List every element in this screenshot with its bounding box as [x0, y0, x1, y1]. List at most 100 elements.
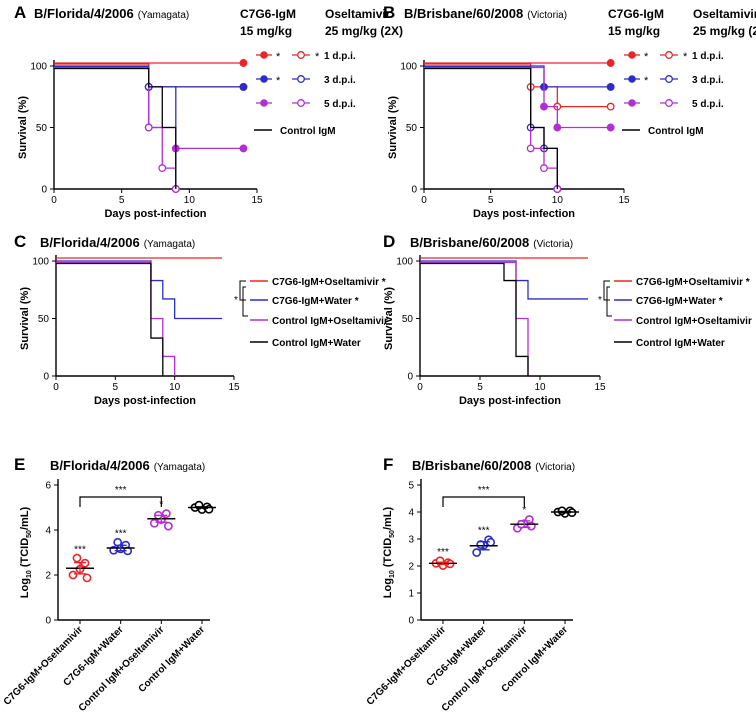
- legend-significance: *: [315, 51, 320, 63]
- legend-significance: *: [644, 75, 649, 87]
- y-label-text: /mL): [19, 506, 31, 530]
- significance-bracket: [442, 496, 525, 507]
- panel-B: B B/Brisbane/60/2008 (Victoria) 0 5 10 15 0 50 10…: [383, 3, 756, 220]
- survival-marker: [526, 144, 535, 153]
- significance-bracket: [606, 286, 612, 317]
- legend-label: C7G6-IgM+Water *: [636, 296, 723, 307]
- significance-mark: ***: [478, 525, 490, 536]
- y-label-text: Log: [19, 578, 31, 598]
- x-tick-label: 10: [169, 382, 181, 393]
- y-axis-label: Survival (%): [387, 96, 399, 159]
- bracket-significance: ***: [115, 485, 127, 496]
- survival-marker: [540, 164, 548, 173]
- panel-letter: E: [14, 455, 25, 474]
- panel-title: B/Florida/4/2006 (Yamagata): [34, 6, 189, 21]
- data-point: [82, 573, 92, 583]
- survival-marker: [144, 123, 153, 132]
- y-label-text: /mL): [382, 506, 394, 530]
- panel-letter: B: [383, 3, 395, 22]
- panel-letter: F: [383, 455, 393, 474]
- significance-mark: ***: [437, 547, 449, 558]
- legend-significance: *: [683, 51, 688, 63]
- legend-header: C7G6-IgM: [240, 7, 296, 21]
- x-tick-label: 0: [53, 382, 59, 393]
- data-point: [472, 548, 482, 557]
- x-tick-label: 15: [618, 195, 630, 206]
- y-label-text: (TCID: [382, 538, 394, 570]
- legend-label: C7G6-IgM+Water *: [272, 296, 359, 307]
- x-tick-label: 15: [594, 382, 606, 393]
- legend-label: 3 d.p.i.: [324, 75, 356, 86]
- x-tick-label: 5: [119, 195, 125, 206]
- legend-marker-filled: [628, 51, 636, 59]
- survival-marker: [606, 123, 615, 132]
- y-label-text: Log: [382, 578, 394, 598]
- y-tick-label: 0: [411, 185, 417, 196]
- panel-letter: A: [14, 3, 26, 22]
- x-axis-label: Days post-infection: [473, 208, 575, 220]
- legend-label: Control IgM+Oseltamivir: [272, 316, 388, 327]
- x-tick-label: 0: [421, 195, 427, 206]
- significance-mark: *: [522, 505, 526, 516]
- legend-marker-open: [665, 51, 673, 59]
- x-tick-label: 10: [552, 195, 564, 206]
- x-axis-label: Days post-infection: [94, 395, 196, 407]
- survival-line: [420, 260, 588, 300]
- survival-line: [420, 261, 529, 376]
- legend-label: 1 d.p.i.: [692, 51, 724, 62]
- legend-label: Control IgM+Oseltamivir: [636, 316, 752, 327]
- y-axis-label: Survival (%): [17, 96, 29, 159]
- y-tick-label: 2: [408, 562, 414, 573]
- survival-line: [56, 260, 223, 320]
- significance-bracket: [79, 496, 162, 507]
- bracket-significance: *: [598, 295, 602, 306]
- y-label-text: (TCID: [19, 538, 31, 570]
- panel-subtitle: (Victoria): [535, 462, 575, 473]
- survival-marker: [606, 59, 615, 67]
- legend-header-sub: 15 mg/kg: [608, 24, 660, 38]
- x-tick-label: 10: [184, 195, 196, 206]
- y-tick-label: 50: [402, 314, 414, 325]
- data-point: [163, 521, 173, 531]
- y-tick-label: 100: [396, 257, 413, 268]
- y-tick-label: 4: [45, 526, 51, 537]
- y-tick-label: 50: [36, 123, 48, 134]
- y-tick-label: 100: [400, 62, 417, 73]
- survival-marker: [239, 82, 248, 91]
- legend-header: C7G6-IgM: [608, 7, 664, 21]
- panel-title: B/Brisbane/60/2008 (Victoria): [412, 458, 575, 473]
- survival-marker: [606, 102, 615, 111]
- panel-subtitle: (Yamagata): [144, 239, 196, 250]
- y-axis-label: Log10 (TCID50/mL): [382, 506, 396, 598]
- panel-D: D B/Brisbane/60/2008 (Victoria) 0 5 10 15 0 50 10…: [383, 232, 752, 407]
- legend-marker-open: [665, 99, 673, 107]
- y-label-subscript: 50: [26, 530, 33, 538]
- survival-marker: [158, 164, 167, 173]
- legend-marker-filled: [628, 75, 636, 83]
- y-tick-label: 50: [38, 314, 50, 325]
- legend-marker-filled: [628, 99, 636, 107]
- legend-label: 5 d.p.i.: [324, 99, 356, 110]
- legend-header: Oseltamivir: [693, 7, 756, 21]
- y-axis-label: Survival (%): [19, 287, 31, 350]
- x-tick-label: 5: [488, 195, 494, 206]
- panel-title: B/Brisbane/60/2008 (Victoria): [410, 235, 573, 250]
- panel-F: F B/Brisbane/60/2008 (Victoria) 0 1 2 3 4 5 Log10…: [365, 455, 579, 714]
- x-tick-label: 10: [534, 382, 546, 393]
- y-tick-label: 0: [407, 372, 413, 383]
- y-tick-label: 50: [406, 123, 418, 134]
- y-tick-label: 2: [45, 571, 51, 582]
- significance-bracket: [242, 286, 248, 317]
- legend-header-sub: 25 mg/kg (2X): [325, 24, 403, 38]
- survival-marker: [606, 82, 615, 91]
- panel-subtitle: (Victoria): [533, 239, 573, 250]
- survival-line: [424, 63, 611, 108]
- legend-label: 3 d.p.i.: [692, 75, 724, 86]
- legend-marker-open: [297, 99, 305, 107]
- legend-marker-open: [297, 51, 305, 59]
- y-tick-label: 0: [43, 372, 49, 383]
- y-tick-label: 3: [408, 535, 414, 546]
- bracket-significance: ***: [478, 485, 490, 496]
- legend-marker-filled: [260, 99, 268, 107]
- survival-line: [54, 67, 177, 189]
